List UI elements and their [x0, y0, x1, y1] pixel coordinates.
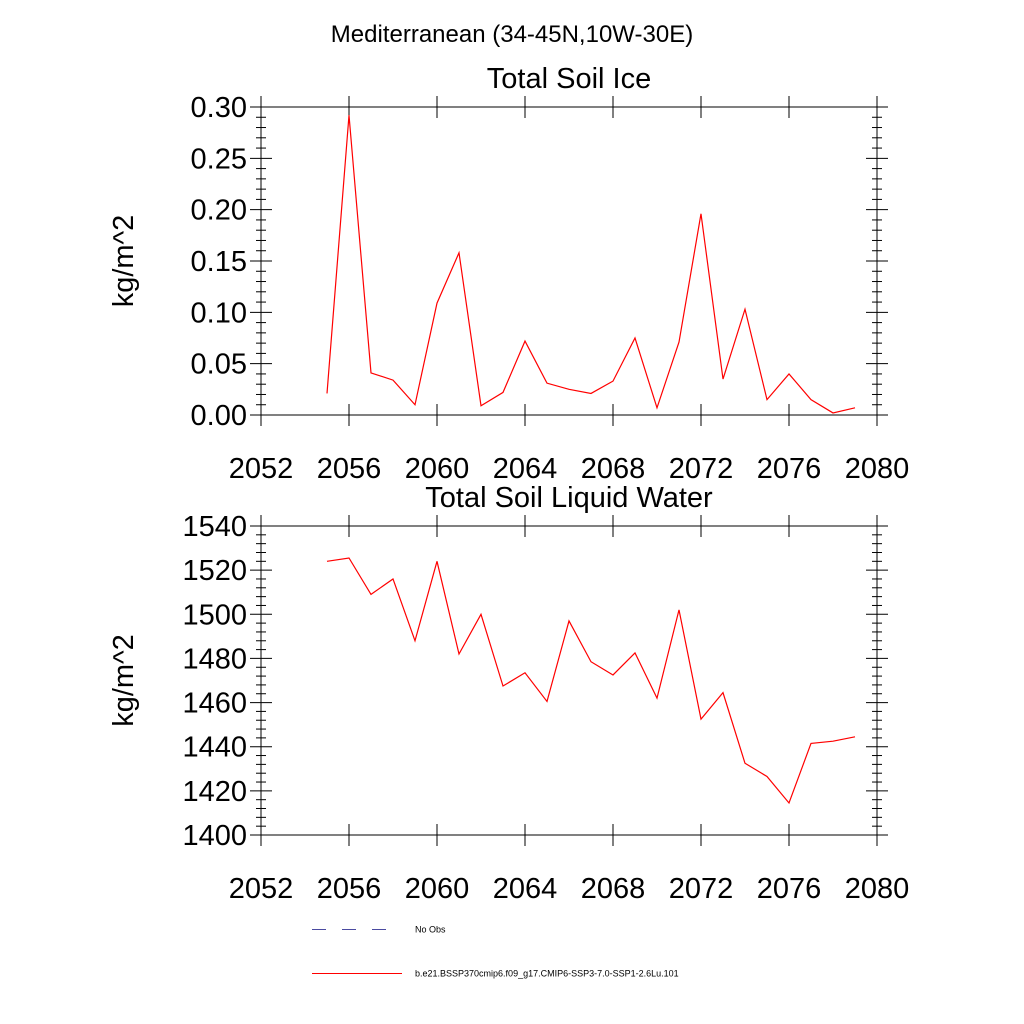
chart-2-x-tick-label: 2056 [317, 873, 382, 905]
chart-2-x-tick-label: 2072 [669, 873, 734, 905]
chart-1-y-tick-label: 0.10 [191, 297, 247, 329]
chart-2-plot-frame [260, 525, 878, 836]
chart-2-y-tick-label: 1400 [182, 820, 247, 852]
chart-2-x-tick-label: 2064 [493, 873, 558, 905]
chart-2-title: Total Soil Liquid Water [425, 482, 713, 514]
chart-2-x-tick-label: 2080 [845, 873, 910, 905]
chart-2-y-tick-label: 1420 [182, 776, 247, 808]
figure-title: Mediterranean (34-45N,10W-30E) [331, 21, 693, 48]
chart-1-x-tick-label: 2060 [405, 453, 470, 485]
chart-1-x-tick-label: 2052 [229, 453, 294, 485]
chart-2-x-tick-label: 2052 [229, 873, 294, 905]
chart-2-x-tick-label: 2060 [405, 873, 470, 905]
chart-1-y-tick-label: 0.25 [191, 143, 247, 175]
chart-2-y-tick-label: 1500 [182, 599, 247, 631]
chart-2-series-line-1 [326, 557, 856, 805]
chart-2-y-tick-label: 1520 [182, 555, 247, 587]
chart-2-y-tick-label: 1460 [182, 688, 247, 720]
chart-1-x-tick-label: 2072 [669, 453, 734, 485]
chart-1-y-axis-label: kg/m^2 [108, 215, 140, 308]
chart-1-x-tick-label: 2076 [757, 453, 822, 485]
chart-2-y-tick-label: 1540 [182, 511, 247, 543]
legend-label-model-run: b.e21.BSSP370cmip6.f09_g17.CMIP6-SSP3-7.… [415, 969, 679, 979]
chart-1-y-tick-label: 0.15 [191, 246, 247, 278]
chart-1-panel: Total Soil Ice kg/m^2 2052 2056 2060 2064 2068… [108, 63, 909, 485]
chart-2-y-axis-label: kg/m^2 [108, 634, 140, 727]
chart-1-x-tick-label: 2064 [493, 453, 558, 485]
chart-2-y-tick-label: 1440 [182, 732, 247, 764]
chart-1-title: Total Soil Ice [487, 63, 651, 95]
chart-1-y-tick-label: 0.05 [191, 349, 247, 381]
chart-1-y-tick-label: 0.00 [191, 400, 247, 432]
chart-2-y-tick-label: 1480 [182, 643, 247, 675]
chart-1-y-tick-label: 0.30 [191, 92, 247, 124]
chart-2-x-tick-label: 2076 [757, 873, 822, 905]
chart-1-x-tick-label: 2068 [581, 453, 646, 485]
chart-1-y-tick-label: 0.20 [191, 195, 247, 227]
chart-1-x-tick-label: 2080 [845, 453, 910, 485]
chart-2-panel: Total Soil Liquid Water kg/m^2 2052 2056 206… [108, 482, 909, 905]
chart-1-plot-frame [260, 106, 878, 416]
legend-label-no-obs: No Obs [415, 925, 446, 935]
chart-1-x-tick-label: 2056 [317, 453, 382, 485]
panels: Total Soil Ice kg/m^2 2052 2056 2060 2064 2068… [108, 63, 909, 905]
chart-2-x-tick-label: 2068 [581, 873, 646, 905]
chart-1-series-line-1 [326, 115, 856, 414]
legend: No Obs b.e21.BSSP370cmip6.f09_g17.CMIP6-… [312, 925, 679, 979]
